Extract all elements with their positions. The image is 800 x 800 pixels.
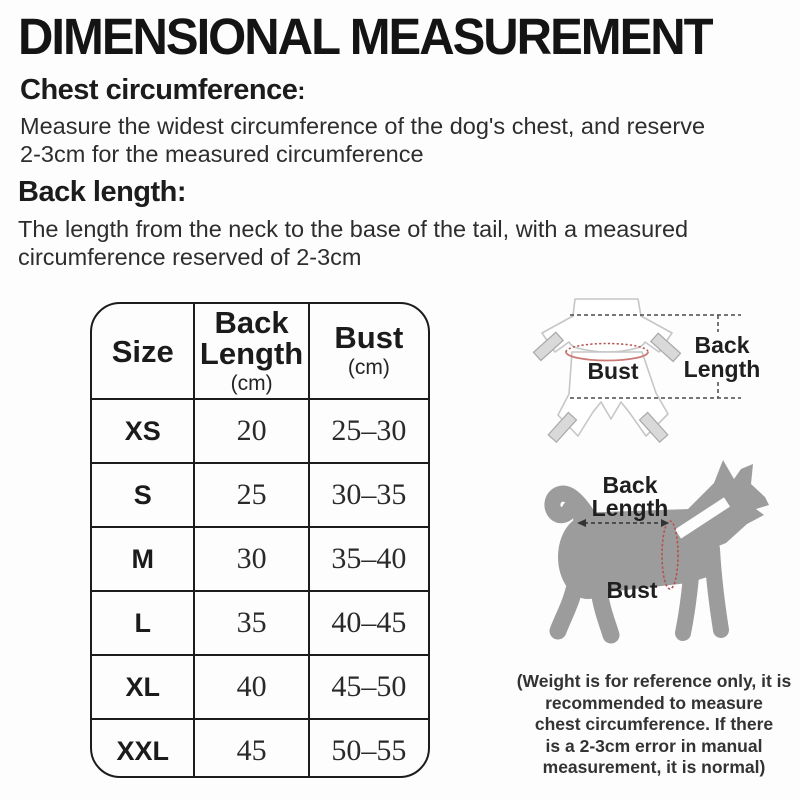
note-line-4: is a 2-3cm error in manual — [545, 735, 763, 756]
note-line-5: measurement, it is normal) — [542, 757, 766, 777]
size-value: XXL — [92, 718, 195, 776]
table-row-xxl: XXL 45 50–55 — [92, 718, 428, 776]
dog-bust-ellipse — [661, 520, 679, 590]
header-back-length-line2: Length — [199, 335, 304, 371]
back-length-value: 40 — [193, 654, 309, 719]
dog-back-length-arrow-left — [577, 519, 586, 527]
dog-back-length-arrow-right — [661, 519, 669, 527]
header-back-length-unit: (cm) — [230, 371, 273, 395]
garment-cuff-front-left — [532, 331, 565, 362]
garment-bust-ellipse-top — [565, 342, 649, 353]
note-line-1: (Weight is for reference only, it is — [516, 671, 792, 691]
table-row-xl: XL 40 45–50 — [92, 654, 428, 719]
garment-cuff-front-right — [649, 332, 682, 363]
bust-value: 40–45 — [307, 590, 428, 655]
table-header-row: Size Back Length (cm) Bust (cm) — [92, 304, 428, 400]
page-title: DIMENSIONAL MEASUREMENT — [18, 9, 714, 66]
garment-upper-outline — [541, 298, 673, 353]
size-value: M — [92, 526, 195, 591]
size-value: XS — [92, 398, 195, 463]
table-row-xs: XS 20 25–30 — [92, 398, 428, 463]
back-description-line1: The length from the neck to the base of … — [18, 216, 689, 242]
back-length-value: 25 — [193, 462, 309, 527]
table-row-l: L 35 40–45 — [92, 590, 428, 655]
size-value: XL — [92, 654, 195, 719]
garment-bust-label: Bust — [587, 358, 638, 384]
dog-measure-diagram: Back Length Bust — [544, 460, 769, 644]
header-bust-unit: (cm) — [347, 356, 390, 379]
chest-description-line2: 2-3cm for the measured circumference — [20, 141, 424, 167]
size-value: S — [92, 462, 195, 527]
header-back-length: Back Length (cm) — [193, 304, 309, 400]
chest-heading-text: Chest circumference — [20, 74, 298, 106]
dog-bust-label: Bust — [606, 577, 657, 603]
back-length-description: The length from the neck to the base of … — [18, 215, 688, 271]
garment-bust-ellipse-bottom — [565, 351, 649, 362]
bust-value: 35–40 — [307, 526, 428, 591]
bust-value: 45–50 — [307, 654, 428, 719]
garment-back-length-label-line1: Back — [695, 332, 750, 358]
table-row-m: M 30 35–40 — [92, 526, 428, 591]
bust-value: 30–35 — [307, 462, 428, 527]
note-line-3: chest circumference. If there — [534, 714, 774, 734]
chest-circumference-heading: Chest circumference: — [20, 74, 305, 107]
dog-back-length-label-line1: Back — [603, 472, 658, 498]
chest-heading-colon: : — [297, 78, 305, 105]
back-length-heading: Back length: — [18, 176, 187, 208]
back-length-value: 30 — [193, 526, 309, 591]
header-size-label: Size — [111, 333, 174, 369]
header-bust-label: Bust — [334, 320, 404, 355]
note-line-2: recommended to measure — [545, 692, 763, 713]
garment-cuff-back-left — [547, 411, 578, 444]
chest-description-line1: Measure the widest circumference of the … — [20, 113, 706, 139]
header-back-length-line1: Back — [214, 304, 289, 340]
dog-collar — [674, 497, 731, 539]
dog-back-length-label-line2: Length — [592, 495, 669, 521]
size-table: Size Back Length (cm) Bust (cm) XS 20 25… — [90, 302, 430, 778]
back-description-line2: circumference reserved of 2-3cm — [18, 244, 362, 270]
garment-back-length-label-line2: Length — [684, 356, 761, 382]
garment-cuff-back-right — [638, 411, 669, 444]
garment-measure-diagram: Bust Back Length — [532, 298, 761, 444]
back-length-value: 20 — [193, 398, 309, 463]
bust-value: 50–55 — [307, 718, 428, 776]
back-length-value: 35 — [193, 590, 309, 655]
garment-lower-outline — [557, 351, 669, 437]
header-bust: Bust (cm) — [307, 304, 428, 400]
bust-value: 25–30 — [307, 398, 428, 463]
dog-silhouette — [544, 460, 769, 644]
back-length-value: 45 — [193, 718, 309, 776]
size-value: L — [92, 590, 195, 655]
weight-reference-note: (Weight is for reference only, it is rec… — [506, 671, 800, 779]
chest-circumference-description: Measure the widest circumference of the … — [20, 112, 705, 168]
header-size: Size — [92, 304, 195, 400]
table-row-s: S 25 30–35 — [92, 462, 428, 527]
